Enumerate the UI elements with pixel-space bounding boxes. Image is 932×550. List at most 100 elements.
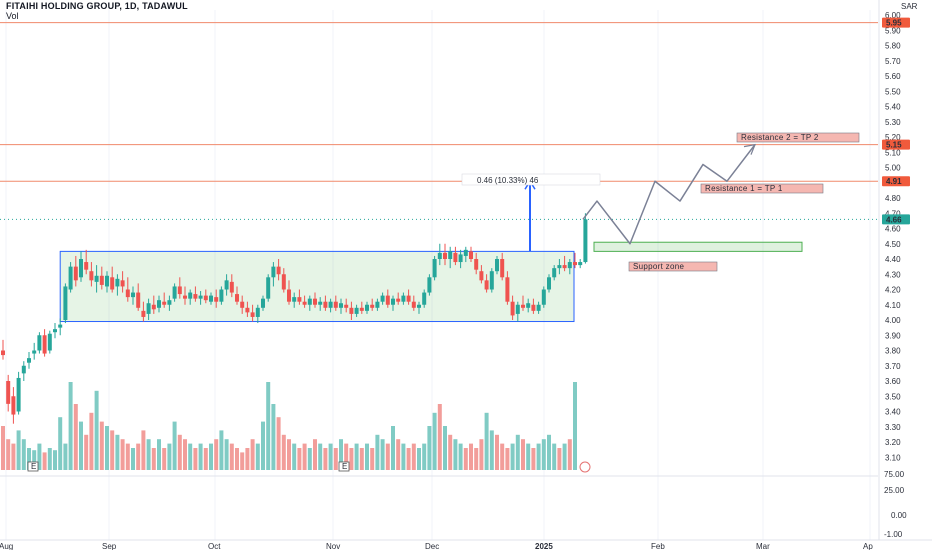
volume-bar [53,450,57,470]
volume-bar [432,412,437,470]
volume-bar [495,434,499,470]
volume-bar [453,439,458,470]
volume-bar [68,382,73,470]
candle-body [380,295,385,302]
price-badge [882,17,910,28]
candle-body [391,298,395,305]
volume-bar [567,439,572,470]
earnings-marker-text: E [31,462,36,471]
candle-body [302,301,307,305]
resistance-2-note-box[interactable] [736,132,860,143]
candle-body [167,300,172,305]
candle-body [240,301,245,308]
price-tick-label: 4.80 [885,194,901,203]
volume-bar [250,439,255,470]
horizontal-levels[interactable] [0,22,878,220]
dividend-marker[interactable] [579,461,591,473]
price-axis[interactable]: 6.00 5.90 5.80 5.70 5.60 5.50 5.40 5.30 5.20 5.10… [878,0,918,540]
candle-body [47,333,52,351]
candle-body [287,289,291,302]
volume-bar [515,434,520,470]
candle-body [328,301,333,308]
drawings[interactable]: 0.46 (10.33%) 46 Resistance 2 = TP 2 Resis… [27,132,860,473]
candle-body [53,329,57,333]
volume-bar [297,448,302,470]
candle-body [401,295,406,302]
candle-body [245,307,250,313]
candle-body [266,277,271,299]
candle-body [79,259,83,278]
volume-bar [396,439,401,470]
grid [0,10,878,540]
time-tick-label: Oct [208,542,221,550]
candle-body [505,277,510,302]
volume-bar [505,448,510,470]
time-tick-label: Ap [863,542,873,550]
time-axis[interactable]: Aug Sep Oct Nov Dec 2025 Feb Mar Ap [0,539,932,550]
support-zone-note-box[interactable] [628,261,718,272]
resistance-1-note-box[interactable] [700,183,824,194]
volume-bar [469,443,473,470]
price-tick-label: 5.90 [885,26,901,35]
time-tick-label: Feb [651,542,665,550]
volume-bar [531,448,536,470]
price-tick-label: 5.80 [885,42,901,51]
candle-body [157,300,161,308]
candle-body [432,259,437,278]
candle-body [73,266,78,281]
candle-body [354,307,359,314]
candle-body [235,294,239,302]
candle-body [484,280,489,290]
volume-bar [84,434,89,470]
candle-body [515,304,520,314]
candle-body [375,301,380,308]
resistance-1-note-text: Resistance 1 = TP 1 [705,184,783,193]
volume-bar [313,439,317,470]
candle-body [42,335,47,354]
candle-body [271,266,276,278]
volume-bar [219,430,224,470]
price-tick-label: 5.70 [885,57,901,66]
candle-body [84,262,89,270]
earnings-marker[interactable] [27,461,39,472]
support-zone-box[interactable] [593,241,803,252]
volume-bar [1,426,5,470]
candle-body [261,298,265,308]
volume-bar [198,443,203,470]
measure-label-text: 0.46 (10.33%) 46 [477,176,539,185]
price-tick-label: 3.10 [885,453,901,462]
price-tick-label: 5.10 [885,148,901,157]
price-tick-label: 3.30 [885,423,901,432]
candle-body [443,252,447,259]
projection-path[interactable] [582,144,756,245]
candle-body [406,295,411,302]
candle-body [339,303,343,308]
candle-body [463,249,468,256]
volume-axis[interactable]: 75.00 25.00 0.00 -1.00 [884,470,907,539]
candle-body [162,301,167,305]
volume-bar [573,382,577,470]
volume-bar [167,443,172,470]
price-tick-label: 5.60 [885,72,901,81]
earnings-marker[interactable] [338,461,350,472]
volume-bar [120,439,125,470]
volume-bar [281,434,286,470]
volume-bar [58,417,63,470]
time-tick-label: 2025 [535,542,553,550]
volume-bar [188,443,193,470]
candle-body [547,277,551,290]
candle-body [453,252,458,263]
volume-bar [333,448,338,470]
price-badge-text: 4.91 [886,177,902,186]
volume-bar [547,434,551,470]
candle-body [255,307,260,317]
price-tick-label: 4.20 [885,286,901,295]
candle-body [110,277,115,290]
candle-body [209,295,213,302]
volume-bar [557,448,562,470]
candle-body [552,268,557,278]
volume-bar [385,443,390,470]
candle-body [94,275,99,282]
volume-tick-label: 25.00 [884,486,905,495]
